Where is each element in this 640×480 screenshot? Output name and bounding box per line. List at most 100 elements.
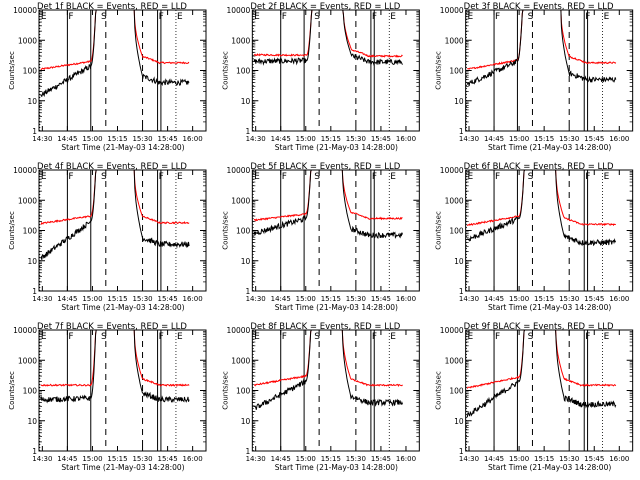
x-tick-label: 15:00 [296,135,316,143]
x-tick-label: 14:45 [57,135,77,143]
region-marker-label: S [101,12,107,22]
y-tick-label: 10 [241,417,251,426]
x-tick-label: 15:15 [107,295,127,303]
x-axis-label: Start Time (21-May-03 14:28:00) [61,463,184,472]
x-tick-label: 15:45 [584,295,604,303]
y-tick-label: 10000 [13,326,37,335]
plot-frame [251,169,420,292]
region-marker-label: S [101,332,107,342]
x-tick-label: 15:30 [346,295,366,303]
x-tick-label: 15:15 [534,295,554,303]
chart-title: Det 7f BLACK = Events, RED = LLD [37,322,187,332]
region-marker-label: F [159,172,164,182]
y-tick-label: 10 [241,97,251,106]
y-tick-label: 100 [449,67,464,76]
x-axis-label: Start Time (21-May-03 14:28:00) [488,463,611,472]
region-marker-label: F [68,12,73,22]
y-tick-label: 10 [454,257,464,266]
x-tick-label: 14:30 [246,455,266,463]
region-marker-label: E [467,332,473,342]
region-marker-label: F [585,12,590,22]
region-marker-label: E [177,172,183,182]
region-marker-label: E [390,332,396,342]
x-tick-label: 15:30 [346,455,366,463]
plot-frame [465,9,634,132]
region-marker-label: E [254,172,260,182]
y-tick-label: 1000 [18,356,37,365]
y-tick-label: 1000 [231,196,250,205]
y-tick-label: 10 [454,417,464,426]
chart-panel-7: Det 7f BLACK = Events, RED = LLD 1 10 100 10… [8,322,207,472]
region-marker-label: F [159,332,164,342]
region-marker-label: E [390,12,396,22]
region-marker-label: F [282,172,287,182]
x-tick-label: 14:45 [484,455,504,463]
x-axis-label: Start Time (21-May-03 14:28:00) [488,143,611,152]
lld-series-line [253,10,403,58]
events-series-line [40,170,190,260]
y-tick-label: 1000 [445,356,464,365]
events-series-line [40,330,190,404]
lld-series-line [467,10,617,70]
events-series-line [466,330,617,418]
lld-series-line [40,170,190,225]
x-tick-label: 14:45 [484,135,504,143]
x-tick-label: 15:00 [82,135,102,143]
x-tick-label: 15:15 [107,455,127,463]
y-tick-label: 100 [23,387,38,396]
x-tick-label: 14:45 [271,295,291,303]
y-tick-label: 10 [27,97,37,106]
region-marker-label: E [604,12,610,22]
chart-title: Det 9f BLACK = Events, RED = LLD [464,322,614,332]
region-marker-label: S [101,172,107,182]
region-marker-label: E [604,332,610,342]
x-tick-label: 14:45 [271,135,291,143]
x-tick-label: 15:15 [534,455,554,463]
chart-panel-2: Det 2f BLACK = Events, RED = LLD 1 10 100 10… [221,2,420,152]
lld-series-line [40,10,190,71]
region-marker-label: F [68,172,73,182]
y-tick-label: 100 [236,67,251,76]
chart-panel-8: Det 8f BLACK = Events, RED = LLD 1 10 100 10… [221,322,420,472]
y-axis-label: Counts/sec [435,371,443,410]
region-marker-label: S [314,172,320,182]
y-tick-label: 1000 [18,196,37,205]
y-axis-label: Counts/sec [221,371,229,410]
y-axis-label: Counts/sec [8,211,16,250]
y-tick-label: 10000 [440,166,464,175]
x-tick-label: 16:00 [183,455,203,463]
x-tick-label: 15:45 [157,455,177,463]
chart-panel-9: Det 9f BLACK = Events, RED = LLD 1 10 100 10… [435,322,634,472]
y-tick-label: 1000 [231,356,250,365]
region-marker-label: F [585,172,590,182]
region-marker-label: E [467,172,473,182]
y-tick-label: 100 [23,67,38,76]
chart-panel-4: Det 4f BLACK = Events, RED = LLD 1 10 100 10… [8,162,207,312]
y-tick-label: 1000 [445,196,464,205]
x-tick-label: 15:00 [296,295,316,303]
events-series-line [40,10,190,98]
y-tick-label: 1 [246,447,251,456]
x-tick-label: 14:30 [246,135,266,143]
region-marker-label: F [495,332,500,342]
x-tick-label: 15:30 [346,135,366,143]
events-series-line [253,330,403,410]
region-marker-label: S [528,12,534,22]
x-tick-label: 15:00 [82,455,102,463]
region-marker-label: E [41,12,47,22]
y-tick-label: 10000 [226,326,250,335]
chart-title: Det 1f BLACK = Events, RED = LLD [37,2,187,12]
chart-title: Det 6f BLACK = Events, RED = LLD [464,162,614,172]
x-tick-label: 14:45 [57,455,77,463]
chart-panel-5: Det 5f BLACK = Events, RED = LLD 1 10 100 10… [221,162,420,312]
x-tick-label: 15:30 [132,455,152,463]
x-tick-label: 14:45 [271,455,291,463]
x-tick-label: 15:45 [371,455,391,463]
region-marker-label: E [467,12,473,22]
y-tick-label: 100 [236,387,251,396]
region-marker-label: S [314,332,320,342]
lld-series-line [253,330,403,388]
region-marker-label: F [372,332,377,342]
plot-frame [465,329,634,452]
lld-series-line [40,330,190,388]
